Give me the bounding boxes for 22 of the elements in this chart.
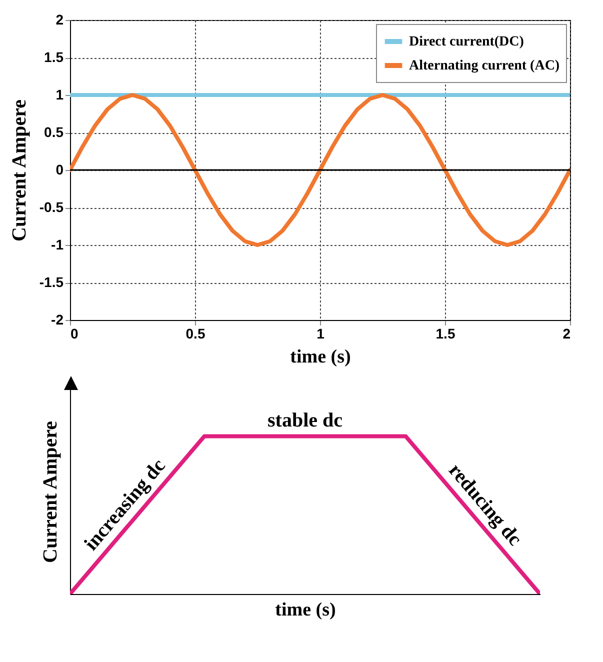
x-tick-label: 1.5 bbox=[436, 326, 456, 342]
y-tick-label: 1.5 bbox=[44, 49, 64, 65]
y-tick-label: 0 bbox=[56, 162, 64, 178]
x-axis-title: time (s) bbox=[275, 600, 336, 620]
y-tick-label: -1.5 bbox=[39, 274, 64, 290]
y-tick-label: -2 bbox=[51, 312, 64, 328]
y-tick-label: 0.5 bbox=[44, 124, 64, 140]
x-tick-label: 1 bbox=[316, 326, 325, 342]
y-axis-title: Current Ampere bbox=[40, 420, 62, 564]
y-tick-label: 1 bbox=[56, 86, 64, 102]
y-tick-label: -1 bbox=[51, 236, 64, 252]
legend-label: Direct current(DC) bbox=[409, 34, 524, 50]
x-axis-title: time (s) bbox=[290, 346, 351, 368]
x-tick-label: 2 bbox=[562, 326, 571, 342]
text: stable dc bbox=[268, 409, 343, 432]
x-tick-label: 0 bbox=[70, 326, 78, 342]
x-tick-label: 0.5 bbox=[186, 326, 206, 342]
y-tick-label: 2 bbox=[56, 12, 64, 28]
y-tick-label: -0.5 bbox=[39, 199, 64, 215]
legend-label: Alternating current (AC) bbox=[409, 58, 560, 74]
line-series bbox=[70, 93, 570, 247]
y-axis-title: Current Ampere bbox=[8, 99, 30, 242]
